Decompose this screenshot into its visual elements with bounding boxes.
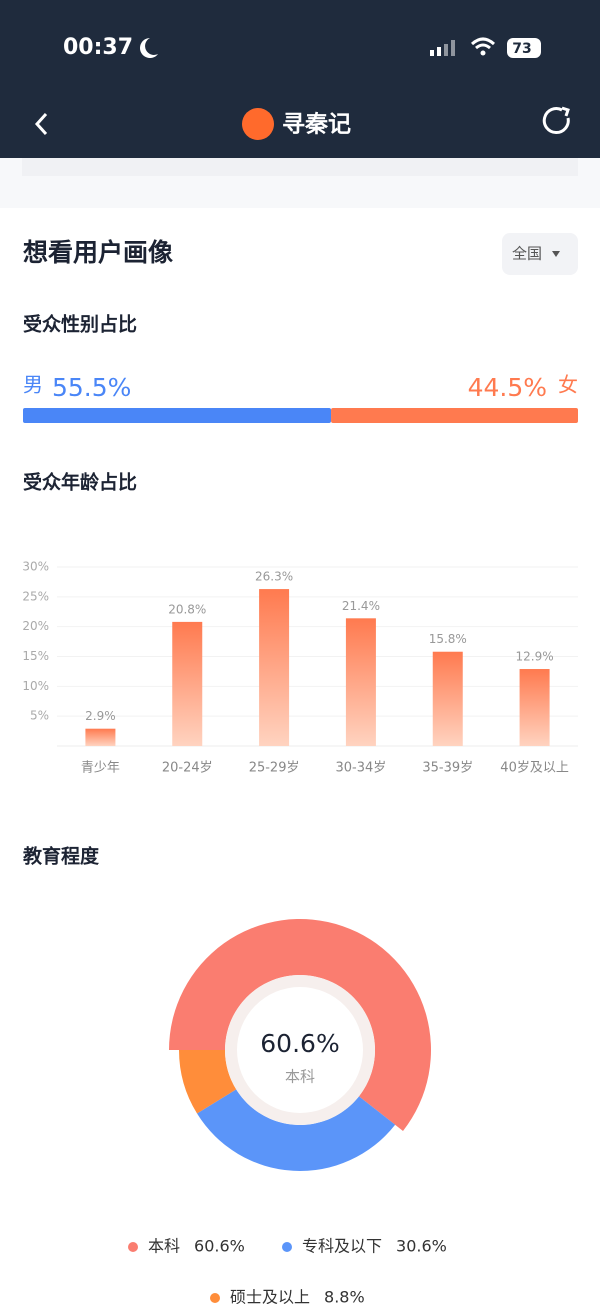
x-tick-label: 40岁及以上 xyxy=(500,761,569,776)
status-time: 00:37 xyxy=(63,35,133,60)
gender-name: 男 xyxy=(23,373,43,397)
gender-title: 受众性别占比 xyxy=(23,313,137,336)
y-tick-label: 30% xyxy=(22,560,49,574)
bar-label: 20.8% xyxy=(168,602,206,616)
bar-label: 2.9% xyxy=(85,709,116,723)
x-tick-label: 青少年 xyxy=(81,761,120,776)
age-title: 受众年龄占比 xyxy=(23,471,137,494)
wifi-icon xyxy=(470,37,496,50)
region-selector[interactable] xyxy=(502,233,578,275)
moon-icon xyxy=(140,38,158,58)
app-logo xyxy=(242,108,274,140)
prev-card xyxy=(22,158,578,176)
bar-label: 15.8% xyxy=(429,632,467,646)
y-tick-label: 10% xyxy=(22,679,49,693)
bar xyxy=(85,728,116,746)
y-tick-label: 20% xyxy=(22,619,49,633)
bar xyxy=(519,669,550,746)
bar xyxy=(259,589,290,746)
section-title: 想看用户画像 xyxy=(23,238,173,267)
donut-slice xyxy=(169,918,432,1131)
battery-level: 73 xyxy=(512,41,531,57)
y-tick-label: 15% xyxy=(22,649,49,663)
region-label: 全国 xyxy=(512,245,542,263)
battery-icon xyxy=(507,38,541,58)
legend-label: 本科 xyxy=(148,1237,180,1256)
legend-label: 专科及以下 xyxy=(302,1237,382,1256)
share-button[interactable] xyxy=(542,106,570,134)
bar xyxy=(345,618,376,746)
legend-value: 60.6% xyxy=(194,1237,245,1256)
legend-value: 30.6% xyxy=(396,1237,447,1256)
bar xyxy=(432,651,463,746)
center-value: 60.6% xyxy=(260,1029,339,1058)
x-tick-label: 20-24岁 xyxy=(162,761,213,776)
back-button[interactable] xyxy=(34,112,48,136)
y-tick-label: 5% xyxy=(30,709,49,723)
bar xyxy=(172,621,203,746)
legend-dot xyxy=(128,1242,138,1252)
legend-dot xyxy=(282,1242,292,1252)
gender-name: 女 xyxy=(558,373,578,397)
x-tick-label: 35-39岁 xyxy=(422,761,473,776)
header-bg xyxy=(0,0,600,158)
bar-label: 21.4% xyxy=(342,599,380,613)
dropdown-arrow xyxy=(552,251,560,257)
legend-label: 硕士及以上 xyxy=(230,1288,310,1305)
gender-value: 44.5% xyxy=(468,373,547,402)
x-tick-label: 25-29岁 xyxy=(249,761,300,776)
bar-label: 26.3% xyxy=(255,570,293,584)
legend-dot xyxy=(210,1293,220,1303)
wifi-dot xyxy=(480,50,486,56)
legend-value: 8.8% xyxy=(324,1288,365,1305)
gender-bar xyxy=(23,408,332,423)
gender-bar xyxy=(331,408,578,423)
gender-value: 55.5% xyxy=(52,373,131,402)
bar-label: 12.9% xyxy=(516,650,554,664)
donut-slice xyxy=(197,1089,396,1172)
y-tick-label: 25% xyxy=(22,589,49,603)
center-label: 本科 xyxy=(285,1068,315,1086)
donut-center xyxy=(237,987,363,1113)
x-tick-label: 30-34岁 xyxy=(336,761,387,776)
signal-icon xyxy=(430,40,455,56)
donut-slice xyxy=(179,1050,237,1114)
nav-title: 寻秦记 xyxy=(282,111,351,138)
education-title: 教育程度 xyxy=(23,845,100,868)
